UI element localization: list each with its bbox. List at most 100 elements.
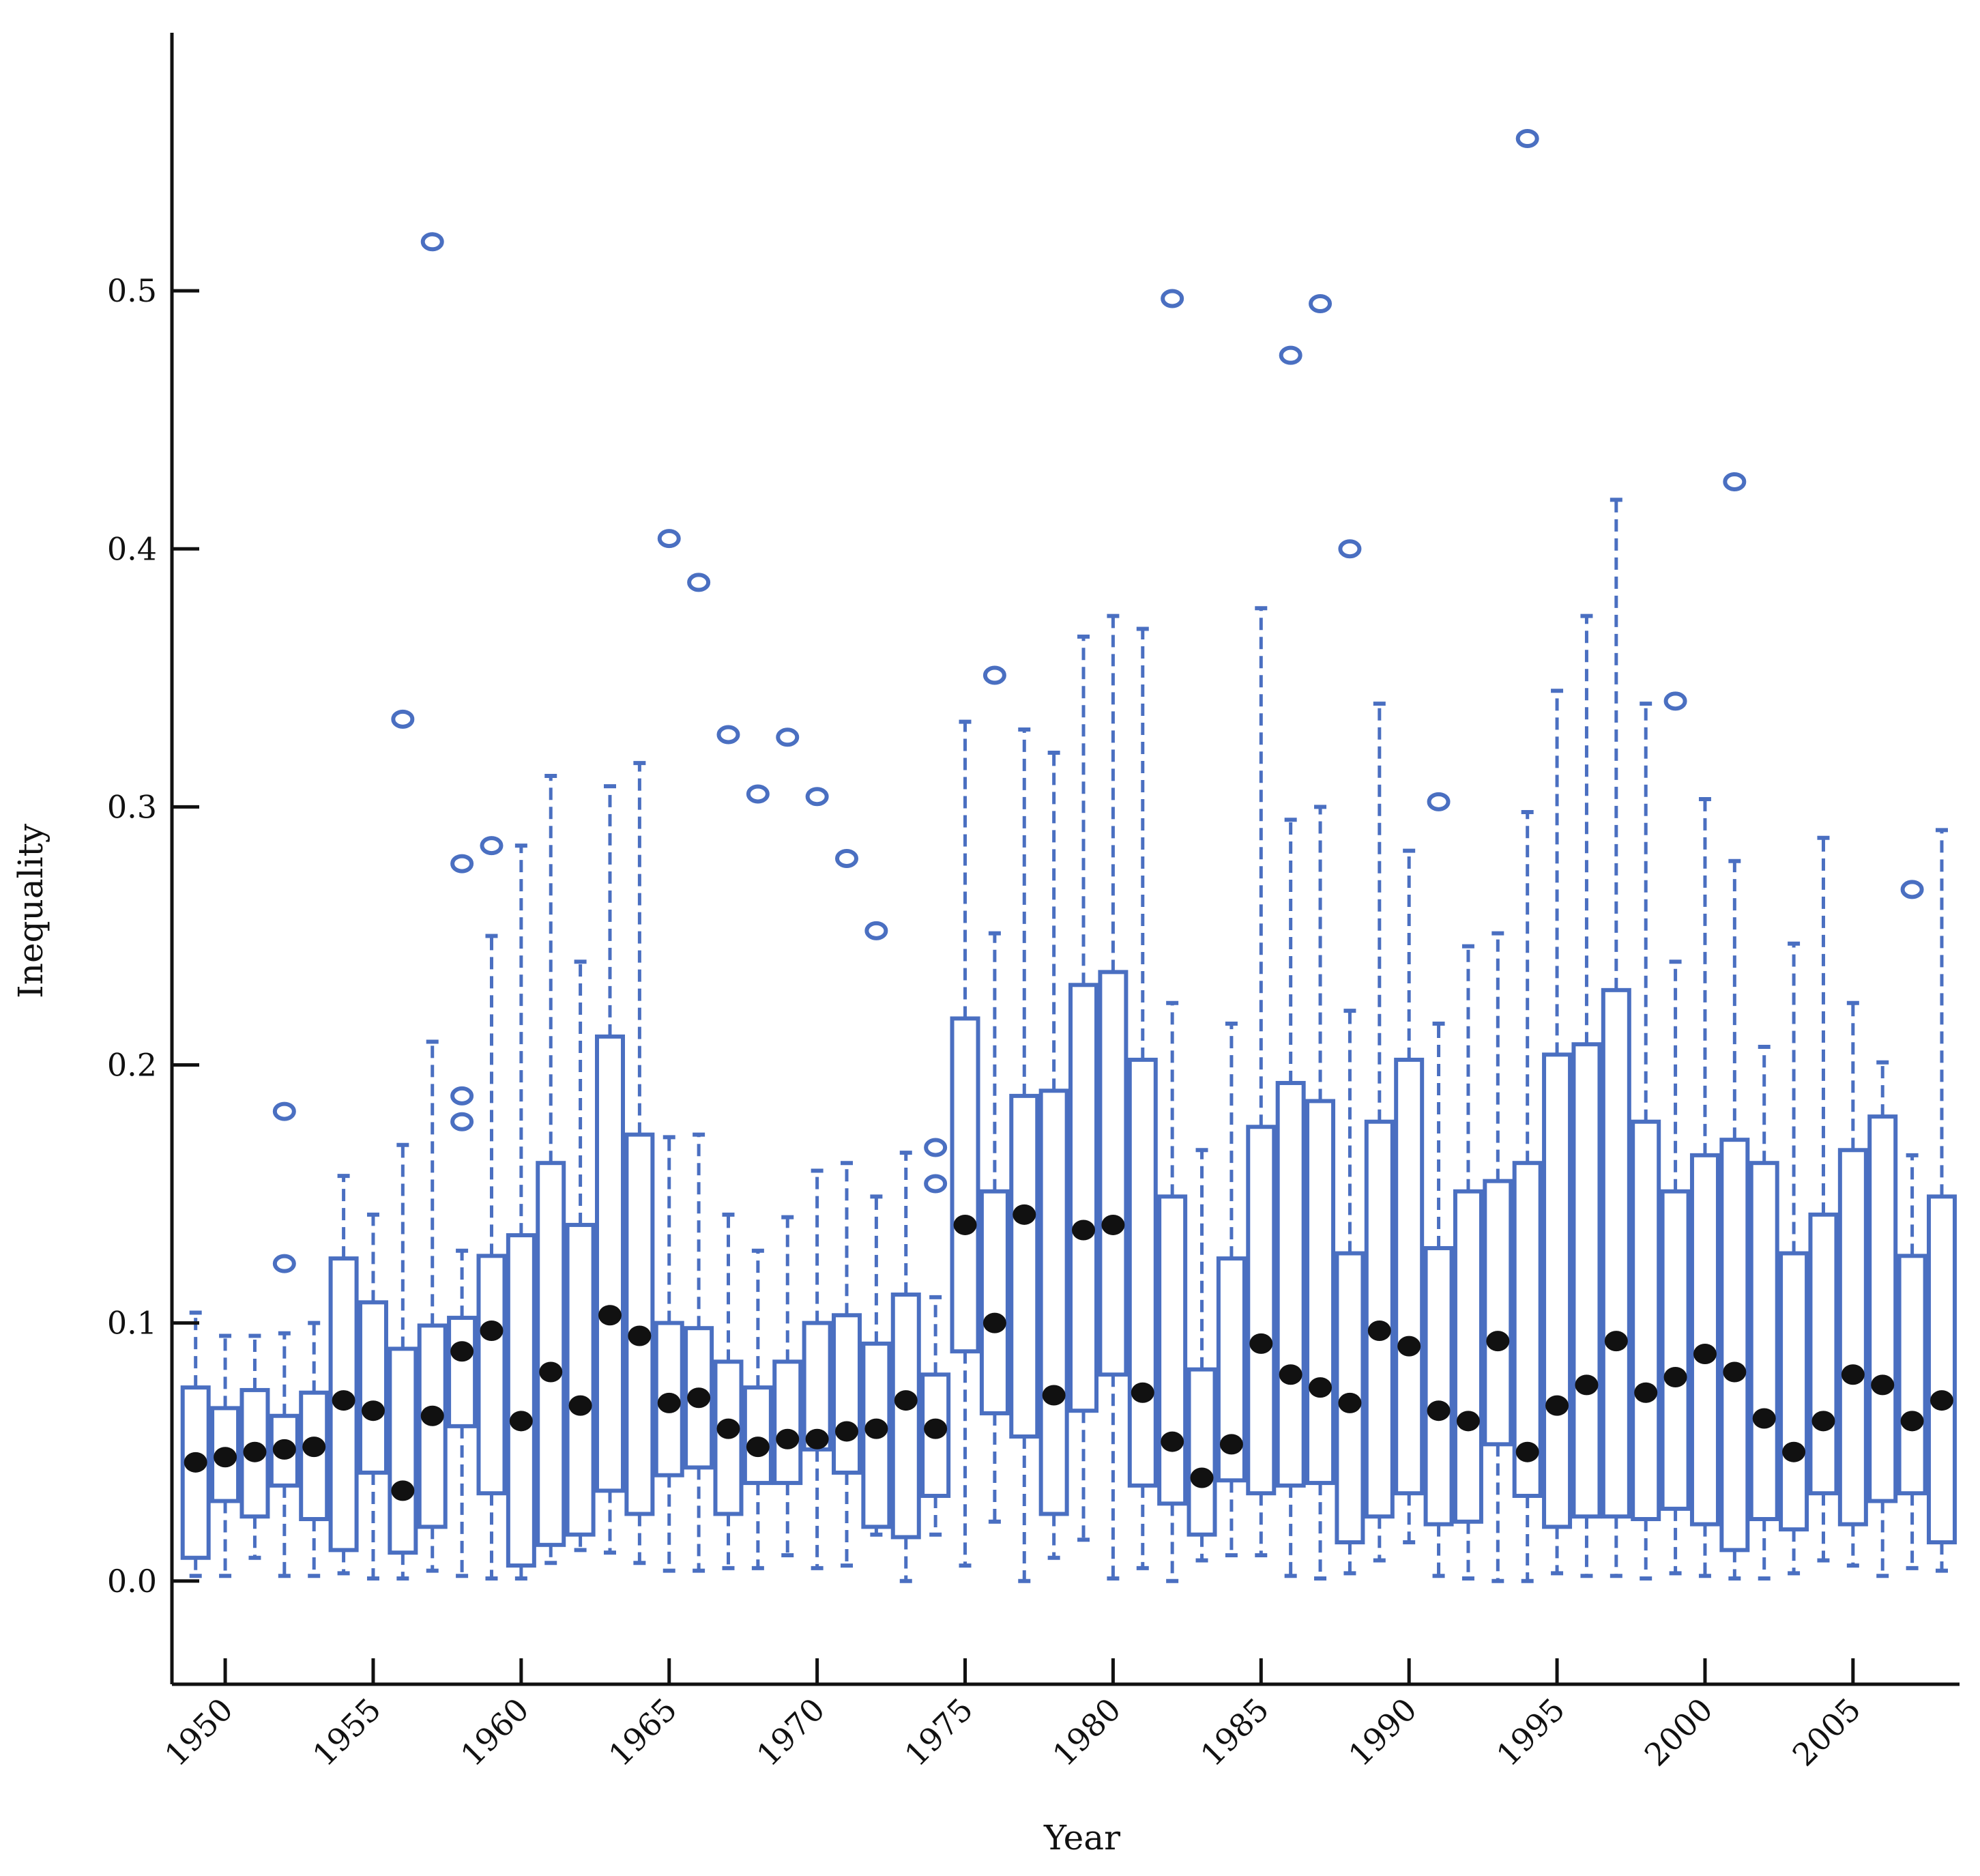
iqr-box — [1660, 1189, 1691, 1511]
median-point — [864, 1418, 888, 1439]
box-1972 — [861, 921, 892, 1537]
y-tick-label: 0.0 — [107, 1563, 157, 1600]
median-point — [1013, 1204, 1036, 1225]
outlier-point — [1515, 129, 1539, 149]
box-1980 — [1098, 614, 1129, 1581]
box-1957 — [417, 232, 448, 1573]
median-point — [1515, 1441, 1539, 1462]
outlier-point — [1279, 345, 1302, 365]
median-point — [924, 1418, 948, 1439]
outlier-point — [450, 854, 474, 874]
outlier-point — [982, 665, 1006, 685]
iqr-box — [1275, 1080, 1306, 1488]
median-point — [1072, 1220, 1096, 1241]
x-tick-label: 1985 — [1193, 1691, 1276, 1774]
box-1961 — [536, 774, 566, 1565]
median-point — [1900, 1411, 1924, 1432]
x-tick-label: 1990 — [1341, 1691, 1424, 1774]
x-tick-label: 1980 — [1045, 1691, 1128, 1774]
x-tick-label: 1950 — [158, 1691, 240, 1774]
median-point — [1249, 1333, 1273, 1354]
median-point — [302, 1437, 326, 1458]
median-point — [776, 1428, 800, 1449]
median-point — [509, 1411, 533, 1432]
box-1960 — [506, 843, 536, 1581]
box-2008 — [1926, 828, 1957, 1573]
iqr-box — [1719, 1138, 1750, 1553]
outlier-point — [864, 921, 888, 940]
box-1987 — [1305, 294, 1336, 1581]
iqr-box — [1897, 1254, 1927, 1496]
box-1978 — [1038, 750, 1069, 1560]
iqr-box — [1364, 1119, 1395, 1519]
box-1969 — [772, 727, 803, 1557]
box-2000 — [1689, 797, 1720, 1578]
outlier-point — [272, 1254, 296, 1273]
median-point — [1575, 1374, 1599, 1396]
median-point — [1663, 1367, 1687, 1388]
box-2006 — [1867, 1060, 1898, 1578]
iqr-box — [1542, 1052, 1573, 1529]
median-point — [628, 1325, 652, 1346]
outlier-point — [450, 1086, 474, 1106]
box-1986 — [1275, 345, 1306, 1578]
outlier-point — [1161, 289, 1184, 308]
iqr-box — [506, 1233, 536, 1568]
outlier-point — [1338, 539, 1362, 559]
box-1994 — [1512, 129, 1543, 1583]
box-1965 — [654, 529, 684, 1573]
box-2007 — [1897, 880, 1927, 1570]
median-point — [1811, 1411, 1835, 1432]
box-1973 — [890, 1151, 921, 1583]
iqr-box — [565, 1222, 596, 1537]
iqr-box — [417, 1323, 448, 1529]
box-1992 — [1453, 944, 1483, 1581]
median-point — [716, 1418, 740, 1439]
box-1999 — [1660, 691, 1691, 1576]
outlier-point — [450, 1112, 474, 1131]
median-point — [243, 1441, 267, 1462]
iqr-box — [1601, 987, 1631, 1519]
median-point — [746, 1437, 770, 1458]
iqr-box — [1068, 983, 1099, 1413]
box-1950 — [210, 1333, 241, 1578]
iqr-box — [624, 1132, 655, 1516]
box-1983 — [1186, 1148, 1217, 1563]
box-2004 — [1808, 835, 1839, 1563]
x-tick-label: 1995 — [1489, 1691, 1572, 1774]
iqr-box — [180, 1385, 211, 1560]
box-2001 — [1719, 472, 1750, 1581]
median-point — [568, 1395, 592, 1416]
outlier-point — [1723, 472, 1747, 491]
iqr-box — [1867, 1114, 1898, 1503]
y-tick-label: 0.3 — [107, 788, 157, 825]
box-1970 — [802, 787, 832, 1570]
x-tick-label: 1960 — [454, 1691, 536, 1774]
median-point — [1634, 1382, 1658, 1403]
median-point — [1309, 1377, 1333, 1398]
box-1964 — [624, 761, 655, 1565]
median-point — [1456, 1411, 1480, 1432]
median-point — [332, 1390, 355, 1411]
median-point — [1367, 1320, 1391, 1341]
median-point — [480, 1320, 504, 1341]
median-point — [361, 1400, 385, 1422]
iqr-box — [1009, 1093, 1040, 1439]
box-1996 — [1571, 614, 1602, 1578]
box-1993 — [1483, 931, 1513, 1583]
box-1981 — [1127, 626, 1158, 1570]
outlier-point — [1663, 691, 1687, 711]
box-2002 — [1749, 1045, 1779, 1581]
iqr-box — [1127, 1057, 1158, 1488]
box-1959 — [476, 836, 507, 1581]
iqr-box — [1246, 1125, 1277, 1496]
iqr-box — [1423, 1245, 1454, 1527]
median-point — [1161, 1431, 1184, 1452]
median-point — [1782, 1441, 1806, 1462]
box-1958 — [447, 854, 478, 1578]
box-1968 — [742, 784, 773, 1570]
iqr-box — [1186, 1367, 1217, 1537]
box-1971 — [832, 849, 862, 1568]
